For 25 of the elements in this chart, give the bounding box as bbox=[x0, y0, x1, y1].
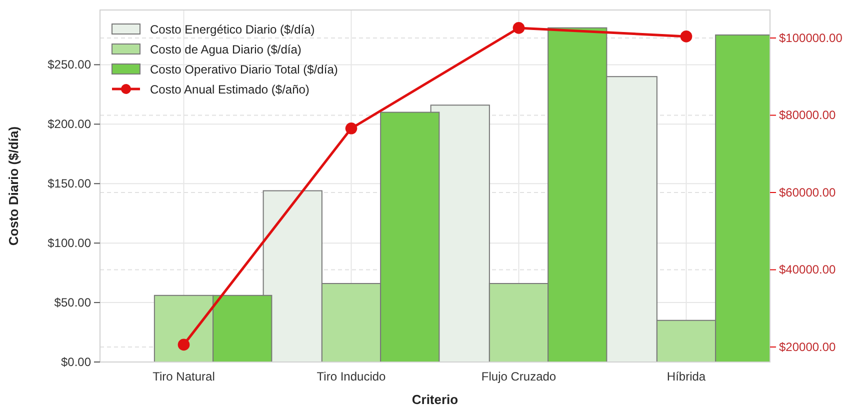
y2-tick-label: $100000.00 bbox=[779, 30, 843, 45]
x-tick-label: Tiro Inducido bbox=[316, 370, 386, 384]
point bbox=[680, 30, 692, 42]
y-axis-title: Costo Diario ($/día) bbox=[6, 126, 21, 246]
y2-tick-label: $40000.00 bbox=[779, 262, 836, 277]
legend-label: Costo Energético Diario ($/día) bbox=[150, 22, 315, 36]
y-tick-label: $150.00 bbox=[48, 176, 92, 190]
y-tick-label: $100.00 bbox=[48, 236, 92, 250]
x-tick-label: Tiro Natural bbox=[152, 370, 215, 384]
legend-label: Costo Operativo Diario Total ($/día) bbox=[150, 62, 338, 76]
point bbox=[512, 22, 525, 34]
y-tick-label: $0.00 bbox=[60, 354, 92, 369]
y-tick-label: $50.00 bbox=[54, 295, 92, 310]
point bbox=[345, 122, 358, 134]
y2-tick-label: $60000.00 bbox=[779, 185, 836, 200]
y2-tick-label: $20000.00 bbox=[779, 340, 836, 354]
y-tick-label: $250.00 bbox=[48, 58, 92, 72]
y2-tick-label: $80000.00 bbox=[779, 108, 836, 122]
x-tick-label: Híbrida bbox=[666, 370, 706, 384]
legend-label: Costo Anual Estimado ($/año) bbox=[150, 82, 310, 96]
x-tick-label: Flujo Cruzado bbox=[481, 370, 556, 384]
legend-label: Costo de Agua Diario ($/día) bbox=[150, 42, 302, 56]
x-axis-title: Criterio bbox=[412, 392, 458, 407]
point bbox=[178, 338, 190, 351]
y-tick-label: $200.00 bbox=[48, 117, 92, 131]
